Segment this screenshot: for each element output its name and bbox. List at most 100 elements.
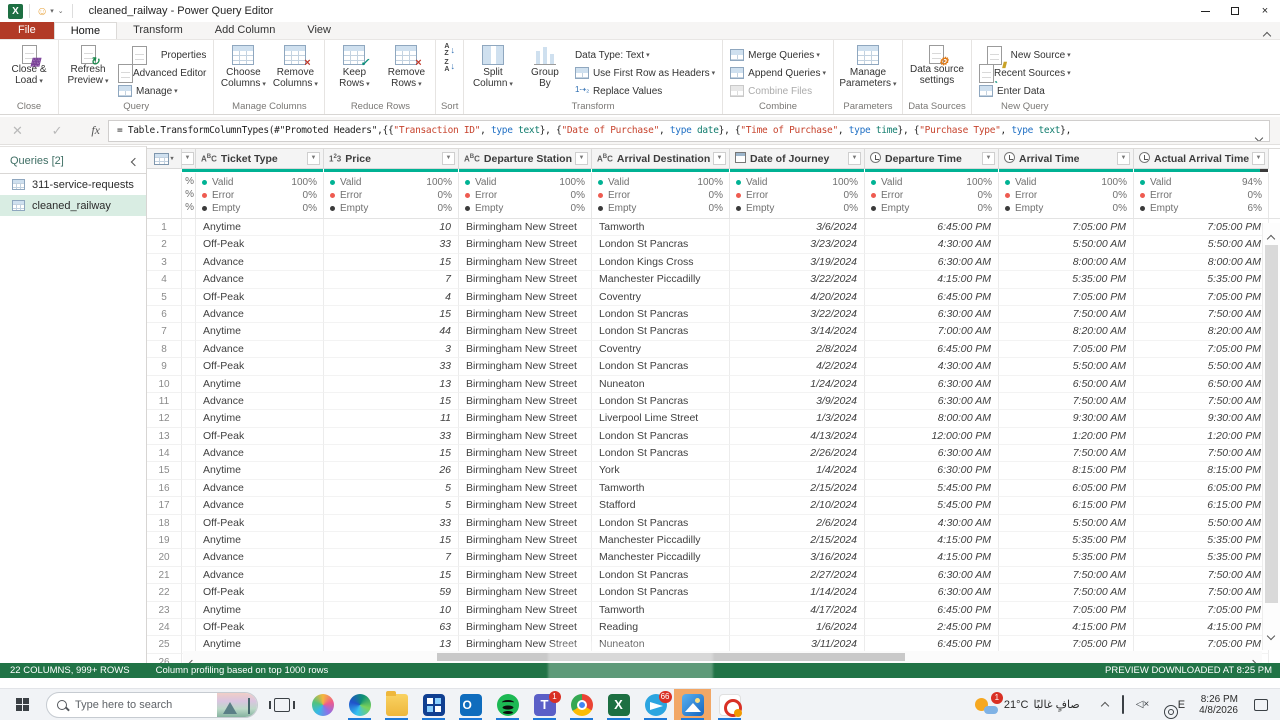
cell[interactable]: 3/9/2024 [730,392,865,411]
cell[interactable]: 44 [324,323,459,341]
weather-icon[interactable]: 1 [974,691,1003,715]
cell[interactable]: 7:05:00 PM [1134,601,1269,619]
cell[interactable]: 7:00:00 AM [865,323,999,341]
cell[interactable]: Birmingham New Street [459,462,592,480]
cell[interactable]: London St Pancras [592,358,730,376]
filter-icon[interactable]: ▼ [1117,152,1130,165]
data-source-settings-button[interactable]: ⚙ Data source settings [906,42,968,86]
cell[interactable]: Birmingham New Street [459,392,592,411]
cell[interactable]: Advance [196,497,324,515]
cell[interactable]: 3/6/2024 [730,219,865,237]
cell[interactable]: 5 [324,497,459,515]
cell[interactable]: 26 [324,462,459,480]
cell[interactable]: 9:30:00 AM [999,410,1134,428]
cell[interactable]: 15 [324,445,459,463]
enter-data-button[interactable]: Enter Data [975,82,1075,100]
scroll-right-icon[interactable] [1248,654,1258,663]
cell[interactable]: 5:50:00 AM [999,514,1134,533]
cell[interactable]: Advance [196,253,324,272]
cell[interactable]: 6:30:00 AM [865,375,999,393]
cell[interactable]: 7:50:00 AM [1134,566,1269,585]
column-header-price[interactable]: 123 Price ▼ [324,149,459,169]
cell[interactable]: London St Pancras [592,584,730,602]
cell[interactable]: Manchester Piccadilly [592,532,730,550]
cell[interactable]: 10 [324,219,459,237]
notification-center-icon[interactable] [1254,698,1268,711]
cell[interactable]: 11 [324,410,459,428]
weather-condition-text[interactable]: صافٍ غالبًا [1033,699,1080,711]
filter-icon[interactable]: ▼ [848,152,861,165]
cell[interactable]: 4:15:00 PM [865,549,999,567]
cell[interactable]: Stafford [592,497,730,515]
cell[interactable]: 7 [324,271,459,289]
cell[interactable]: Birmingham New Street [459,253,592,272]
cell[interactable]: 5:35:00 PM [999,532,1134,550]
horizontal-scrollbar[interactable] [183,651,1262,663]
cell[interactable]: 12:00:00 PM [865,427,999,446]
cell[interactable]: Anytime [196,375,324,393]
cell[interactable]: 2/26/2024 [730,445,865,463]
formula-input[interactable]: = Table.TransformColumnTypes(#"Promoted … [108,119,1270,142]
cell[interactable]: Liverpool Lime Street [592,410,730,428]
cell[interactable]: 1/6/2024 [730,618,865,637]
tab-file[interactable]: File [0,22,54,39]
cell[interactable]: 8:00:00 AM [1134,253,1269,272]
cell[interactable]: London St Pancras [592,514,730,533]
cell[interactable]: 15 [324,253,459,272]
cell[interactable]: Off-Peak [196,618,324,637]
clipped-column-header[interactable]: ▼ [182,149,196,169]
cell[interactable]: Anytime [196,532,324,550]
cell[interactable]: Advance [196,305,324,324]
filter-icon[interactable]: ▼ [182,152,194,165]
cell[interactable]: 33 [324,236,459,254]
cell[interactable]: 4:30:00 AM [865,514,999,533]
cell[interactable]: London St Pancras [592,427,730,446]
cell[interactable]: Birmingham New Street [459,601,592,619]
cell[interactable]: Off-Peak [196,288,324,306]
filter-icon[interactable]: ▼ [982,152,995,165]
cell[interactable]: 33 [324,358,459,376]
taskbar-app-teams[interactable]: 1 [526,689,563,720]
cell[interactable]: 15 [324,566,459,585]
cell[interactable]: Birmingham New Street [459,479,592,498]
cell[interactable]: 5 [324,479,459,498]
cell[interactable]: 6:50:00 AM [1134,375,1269,393]
cell[interactable]: 1:20:00 PM [1134,427,1269,446]
search-highlight-image[interactable] [217,692,257,717]
cell[interactable]: 13 [324,375,459,393]
cell[interactable]: Birmingham New Street [459,445,592,463]
cell[interactable]: 7:05:00 PM [999,288,1134,306]
cell[interactable]: 4/2/2024 [730,358,865,376]
cell[interactable]: 6:50:00 AM [999,375,1134,393]
cell[interactable]: Birmingham New Street [459,410,592,428]
show-hidden-icons-button[interactable] [1100,696,1109,714]
cell[interactable]: Birmingham New Street [459,323,592,341]
keep-rows-button[interactable]: ✓ Keep Rows [328,42,380,90]
language-indicator[interactable]: E [1177,698,1186,711]
cell[interactable]: Advance [196,566,324,585]
cell[interactable]: 6:30:00 AM [865,253,999,272]
cell[interactable]: Birmingham New Street [459,236,592,254]
cell[interactable]: Off-Peak [196,514,324,533]
start-button[interactable] [0,689,46,720]
cell[interactable]: 2/15/2024 [730,479,865,498]
cell[interactable]: Nuneaton [592,375,730,393]
cell[interactable]: 4/13/2024 [730,427,865,446]
tab-home[interactable]: Home [53,22,118,39]
cell[interactable]: Birmingham New Street [459,427,592,446]
expand-formula-button[interactable] [1254,128,1264,141]
tab-transform[interactable]: Transform [133,24,183,36]
filter-icon[interactable]: ▼ [575,152,588,165]
cell[interactable]: 15 [324,532,459,550]
vertical-scrollbar[interactable] [1262,223,1280,650]
cell[interactable]: 6:30:00 AM [865,584,999,602]
cell[interactable]: 7:05:00 PM [999,340,1134,359]
collapse-queries-pane-button[interactable] [130,152,140,170]
cell[interactable]: 5:45:00 PM [865,497,999,515]
cell[interactable]: 3/19/2024 [730,253,865,272]
cell[interactable]: 5:50:00 AM [1134,358,1269,376]
column-header-arrival-destination[interactable]: ABC Arrival Destination ▼ [592,149,730,169]
cell[interactable]: 7:50:00 AM [1134,584,1269,602]
commit-formula-icon[interactable]: ✓ [51,122,63,138]
taskbar-search-box[interactable]: Type here to search [46,691,258,718]
